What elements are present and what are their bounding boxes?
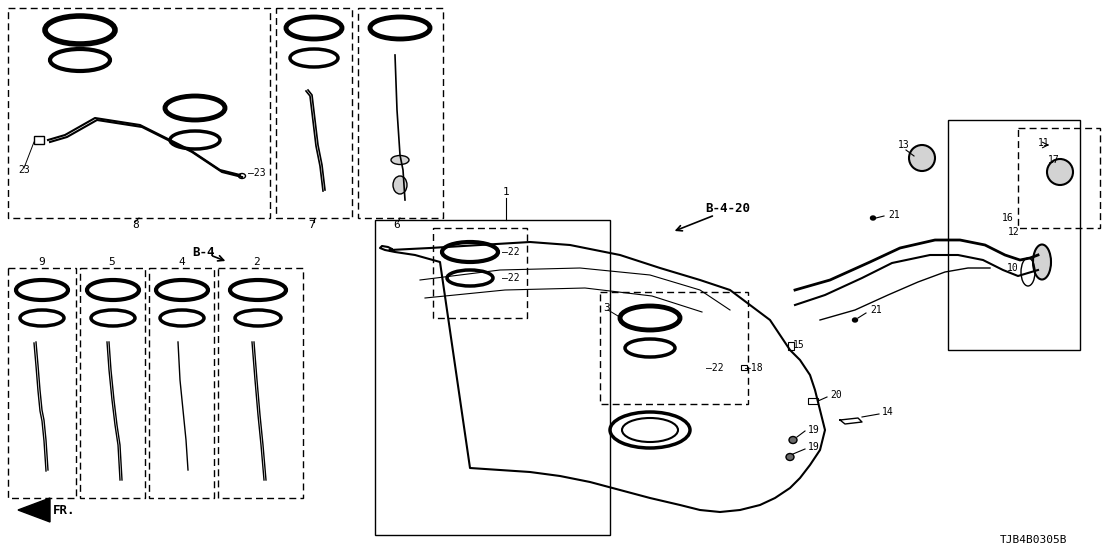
FancyBboxPatch shape [808, 398, 818, 404]
Text: 3: 3 [603, 303, 609, 313]
Text: 14: 14 [882, 407, 894, 417]
Ellipse shape [391, 156, 409, 165]
Text: 21: 21 [888, 210, 900, 220]
Text: 23: 23 [18, 165, 30, 175]
Text: 6: 6 [393, 220, 400, 230]
Text: —22: —22 [502, 247, 520, 257]
Text: 8: 8 [132, 220, 138, 230]
Text: 21: 21 [870, 305, 882, 315]
Text: —23: —23 [248, 168, 266, 178]
Text: —22: —22 [706, 363, 724, 373]
Polygon shape [18, 498, 50, 522]
FancyBboxPatch shape [788, 342, 794, 350]
Text: 10: 10 [1007, 263, 1018, 273]
FancyBboxPatch shape [34, 136, 44, 144]
Text: B-4: B-4 [192, 245, 215, 259]
Ellipse shape [238, 173, 246, 178]
Ellipse shape [393, 176, 407, 194]
Text: TJB4B0305B: TJB4B0305B [1001, 535, 1067, 545]
Text: 5: 5 [107, 257, 115, 267]
Text: 19: 19 [808, 442, 820, 452]
Ellipse shape [852, 318, 858, 322]
Ellipse shape [871, 216, 875, 220]
Ellipse shape [909, 145, 935, 171]
Text: 20: 20 [830, 390, 842, 400]
Text: 4: 4 [178, 257, 185, 267]
Ellipse shape [789, 437, 797, 444]
Ellipse shape [786, 454, 794, 460]
Text: 11: 11 [1038, 138, 1049, 148]
Text: 13: 13 [897, 140, 910, 150]
Text: 12: 12 [1008, 227, 1019, 237]
Text: —18: —18 [745, 363, 762, 373]
Text: 7: 7 [308, 220, 315, 230]
FancyBboxPatch shape [741, 365, 747, 370]
Text: 9: 9 [38, 257, 44, 267]
Text: 15: 15 [793, 340, 804, 350]
Text: 17: 17 [1048, 155, 1059, 165]
Text: 19: 19 [808, 425, 820, 435]
Text: FR.: FR. [53, 504, 75, 516]
Ellipse shape [1033, 244, 1051, 280]
Text: 16: 16 [1002, 213, 1014, 223]
Text: 1: 1 [503, 187, 510, 197]
Ellipse shape [1047, 159, 1073, 185]
Text: —22: —22 [502, 273, 520, 283]
Text: 2: 2 [253, 257, 259, 267]
Text: B-4-20: B-4-20 [705, 202, 750, 214]
